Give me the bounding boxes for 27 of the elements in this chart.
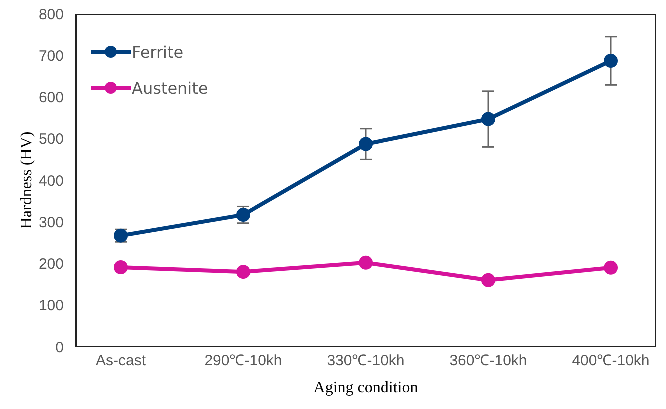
x-tick-label: 400℃-10kh bbox=[572, 352, 650, 370]
point bbox=[604, 54, 618, 68]
point bbox=[236, 265, 250, 280]
x-axis-title: Aging condition bbox=[314, 379, 418, 396]
x-tick-label: 330℃-10kh bbox=[327, 352, 405, 370]
x-tick-label: 290℃-10kh bbox=[204, 352, 282, 370]
point bbox=[114, 260, 128, 274]
point bbox=[359, 137, 373, 152]
y-tick-label: 800 bbox=[38, 6, 64, 24]
y-tick-label: 100 bbox=[38, 298, 64, 315]
y-tick-label: 200 bbox=[38, 256, 64, 274]
y-tick-label: 400 bbox=[38, 172, 64, 190]
x-tick-label: As-cast bbox=[96, 352, 147, 370]
x-tick-label: 360℃-10kh bbox=[450, 352, 528, 370]
y-axis-title: Hardness (HV) bbox=[18, 132, 36, 230]
y-tick-label: 600 bbox=[38, 90, 64, 107]
legend-label: Ferrite bbox=[132, 42, 184, 62]
point bbox=[236, 208, 250, 222]
y-tick-label: 500 bbox=[38, 131, 64, 148]
legend-label: Austenite bbox=[132, 78, 208, 98]
y-tick-label: 700 bbox=[38, 48, 64, 65]
point bbox=[482, 273, 496, 288]
y-tick-label: 0 bbox=[56, 339, 64, 356]
point bbox=[359, 256, 373, 270]
point bbox=[482, 112, 496, 126]
y-tick-label: 300 bbox=[38, 214, 64, 232]
point bbox=[604, 260, 618, 275]
